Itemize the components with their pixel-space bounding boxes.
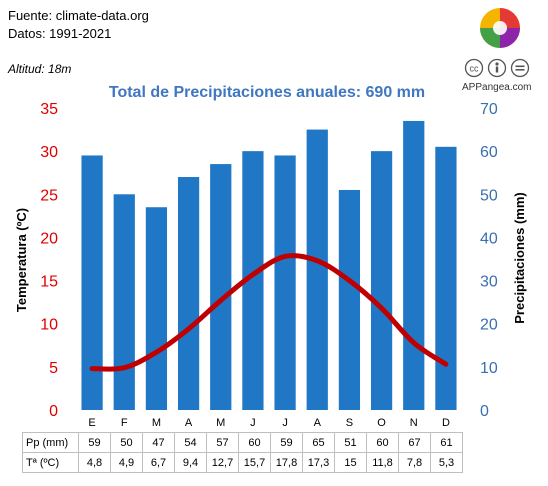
table-cell: 51 [334,432,367,453]
right-tick-label: 50 [480,187,498,204]
left-tick-label: 30 [40,144,58,161]
table-cell: 11,8 [366,452,399,473]
table-cell: 59 [270,432,303,453]
table-cell: 6,7 [142,452,175,473]
precip-bar [435,146,457,411]
precip-bar [403,120,425,410]
precip-bar [113,194,135,410]
left-tick-label: 25 [40,187,58,204]
table-cell: 9,4 [174,452,207,473]
table-cell: 5,3 [430,452,463,473]
month-label: E [88,417,95,429]
precip-bar [338,189,361,410]
right-tick-label: 70 [480,101,498,118]
precip-bar [274,155,296,410]
right-tick-label: 30 [480,274,498,291]
table-cell: 7,8 [398,452,431,473]
precip-bar [306,129,328,411]
table-row-label: Tª (ºC) [22,452,79,473]
month-label: J [250,417,256,429]
precip-bar [210,164,232,410]
right-tick-label: 60 [480,144,498,161]
month-label: J [282,417,288,429]
table-cell: 65 [302,432,335,453]
month-label: S [346,417,353,429]
chart-title: Total de Precipitaciones anuales: 690 mm [109,84,425,101]
left-tick-label: 35 [40,101,58,118]
table-cell: 60 [238,432,271,453]
table-cell: 67 [398,432,431,453]
table-cell: 57 [206,432,239,453]
table-cell: 61 [430,432,463,453]
precip-bar [242,151,264,410]
month-label: F [121,417,128,429]
month-label: M [152,417,161,429]
month-label: D [442,417,450,429]
table-cell: 59 [78,432,111,453]
table-cell: 54 [174,432,207,453]
puzzle-logo-icon [480,8,520,48]
right-tick-label: 40 [480,230,498,247]
right-tick-label: 20 [480,317,498,334]
precip-bar [370,151,393,410]
table-cell: 15 [334,452,367,473]
svg-text:cc: cc [470,64,480,74]
source-text: Fuente: climate-data.org [8,8,149,23]
table-cell: 12,7 [206,452,239,473]
left-tick-label: 10 [40,317,58,334]
brand-text: APPangea.com [462,82,532,93]
right-tick-label: 0 [480,403,489,420]
table-row: Pp (mm) 59 50 47 54 57 60 59 65 51 60 67… [22,432,463,453]
right-axis-label: Precipitaciones (mm) [512,192,527,324]
altitude-text: Altitud: 18m [8,62,72,76]
table-cell: 4,9 [110,452,143,473]
table-cell: 15,7 [238,452,271,473]
left-tick-label: 20 [40,230,58,247]
table-row-label: Pp (mm) [22,432,79,453]
month-label: M [216,417,225,429]
right-tick-label: 10 [480,360,498,377]
month-label: A [314,417,322,429]
table-cell: 4,8 [78,452,111,473]
creative-commons-icon: cc [464,58,530,78]
temperature-line [89,253,449,372]
month-label: A [185,417,193,429]
left-tick-label: 5 [49,360,58,377]
left-tick-label: 15 [40,274,58,291]
month-label: O [377,417,386,429]
table-cell: 17,3 [302,452,335,473]
period-text: Datos: 1991-2021 [8,26,112,41]
left-axis-label: Temperatura (ºC) [14,208,29,312]
precip-bar [177,177,200,410]
table-row: Tª (ºC) 4,8 4,9 6,7 9,4 12,7 15,7 17,8 1… [22,452,463,473]
left-tick-label: 0 [49,403,58,420]
precip-bar [145,207,168,410]
table-cell: 17,8 [270,452,303,473]
month-label: N [410,417,418,429]
table-cell: 50 [110,432,143,453]
table-cell: 47 [142,432,175,453]
precip-bar [81,155,103,410]
table-cell: 60 [366,432,399,453]
data-table: Pp (mm) 59 50 47 54 57 60 59 65 51 60 67… [22,432,463,473]
